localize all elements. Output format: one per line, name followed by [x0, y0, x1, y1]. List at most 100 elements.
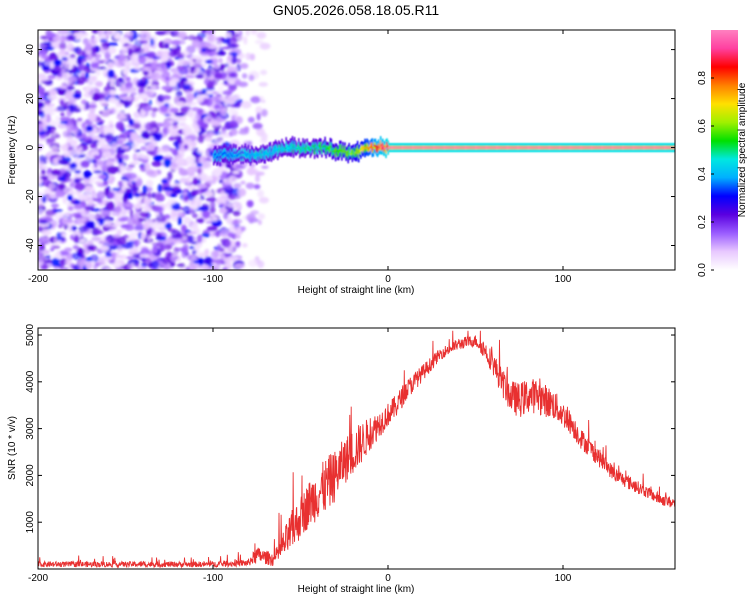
noise-mark	[44, 130, 55, 134]
track-core-mark	[582, 146, 585, 149]
noise-mark	[260, 109, 268, 117]
noise-mark	[94, 221, 100, 227]
noise-mark	[218, 130, 229, 138]
noise-mark	[189, 208, 194, 214]
noise-mark	[121, 90, 131, 94]
track-core-mark	[517, 146, 520, 149]
noise-mark	[61, 68, 67, 72]
x-tick-label: -200	[28, 274, 48, 285]
noise-mark	[43, 78, 50, 82]
track-core-mark	[420, 146, 423, 149]
track-core-mark	[551, 146, 553, 149]
track-core-mark	[223, 152, 226, 155]
track-core-mark	[492, 146, 494, 149]
noise-mark	[195, 74, 204, 79]
noise-mark	[134, 38, 141, 48]
noise-mark	[42, 196, 47, 204]
noise-mark	[216, 51, 227, 56]
track-core-mark	[655, 146, 657, 149]
noise-mark	[59, 41, 67, 50]
track-core-mark	[215, 153, 217, 156]
noise-mark	[232, 170, 240, 175]
noise-mark	[210, 216, 219, 222]
noise-mark	[98, 97, 109, 106]
track-core-mark	[307, 147, 310, 150]
noise-mark	[98, 174, 108, 180]
track-core-mark	[662, 146, 664, 149]
track-core-mark	[556, 146, 558, 149]
noise-mark	[162, 134, 167, 138]
noise-mark	[204, 248, 210, 255]
track-core-mark	[645, 146, 648, 149]
track-core-mark	[531, 146, 533, 149]
track-core-mark	[421, 146, 424, 149]
track-core-mark	[371, 146, 374, 149]
noise-mark	[61, 56, 68, 62]
track-core-mark	[445, 146, 447, 149]
noise-mark	[121, 99, 133, 106]
noise-mark	[111, 142, 119, 151]
noise-mark	[153, 205, 164, 213]
track-core-mark	[326, 147, 328, 150]
noise-mark	[249, 53, 256, 61]
track-core-mark	[573, 146, 575, 149]
noise-mark	[258, 82, 268, 87]
track-core-mark	[357, 152, 360, 155]
noise-mark	[199, 49, 209, 56]
noise-mark	[52, 209, 63, 213]
track-core-mark	[446, 146, 448, 149]
track-core-mark	[432, 146, 434, 149]
track-core-mark	[576, 146, 578, 149]
track-core-mark	[309, 149, 312, 151]
track-core-mark	[400, 146, 403, 149]
noise-mark	[236, 58, 242, 64]
track-core-mark	[298, 145, 300, 147]
noise-mark	[141, 130, 150, 139]
track-core-mark	[448, 146, 450, 149]
track-core-mark	[356, 148, 359, 151]
noise-mark	[178, 139, 183, 145]
noise-mark	[45, 138, 56, 143]
track-core-mark	[416, 146, 419, 149]
noise-mark	[161, 62, 166, 69]
track-core-mark	[321, 149, 323, 152]
noise-mark	[182, 205, 191, 215]
track-core-mark	[342, 148, 344, 151]
noise-mark	[107, 62, 114, 69]
noise-mark	[145, 169, 155, 176]
noise-mark	[228, 71, 238, 79]
noise-mark	[92, 155, 102, 160]
noise-mark	[145, 186, 153, 192]
track-core-mark	[644, 146, 647, 149]
noise-mark	[155, 122, 165, 127]
track-core-mark	[543, 146, 546, 149]
spectrogram-signal-track	[213, 136, 675, 167]
track-core-mark	[665, 146, 668, 149]
noise-mark	[143, 197, 152, 205]
track-core-mark	[386, 143, 388, 146]
track-core-mark	[480, 146, 483, 149]
noise-mark	[88, 155, 95, 160]
noise-mark	[173, 189, 185, 194]
track-core-mark	[236, 155, 238, 158]
noise-mark	[127, 86, 138, 93]
noise-mark	[201, 210, 211, 219]
colorbar-ticks: 0.0 0.2 0.4 0.6 0.8	[697, 71, 714, 277]
noise-mark	[158, 226, 167, 232]
noise-mark	[133, 111, 141, 119]
track-core-mark	[235, 152, 237, 155]
noise-mark	[125, 256, 134, 260]
noise-mark	[149, 38, 155, 47]
track-core-mark	[417, 146, 420, 149]
noise-mark	[173, 30, 180, 36]
noise-mark	[59, 120, 69, 125]
noise-mark	[161, 95, 171, 101]
track-core-mark	[366, 145, 368, 148]
noise-mark	[92, 135, 98, 140]
noise-mark	[213, 104, 220, 110]
track-core-mark	[288, 147, 291, 150]
track-core-mark	[377, 146, 380, 149]
x-tick-label: 0	[385, 274, 391, 285]
track-core-mark	[577, 146, 579, 149]
track-core-mark	[331, 150, 334, 153]
